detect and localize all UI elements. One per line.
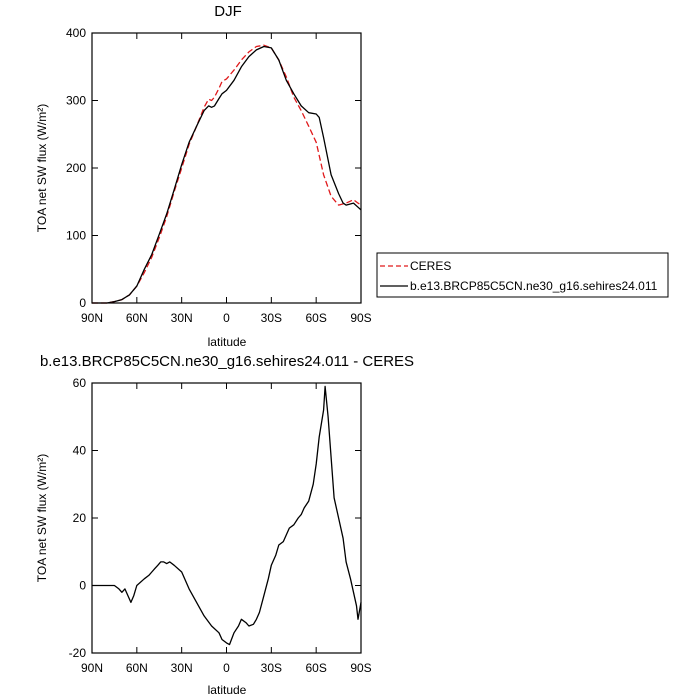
series-line-difference	[92, 385, 362, 646]
y-axis: -20 0 20 40 60	[69, 376, 361, 660]
x-tick-label: 60S	[305, 311, 326, 325]
x-tick-label: 90S	[350, 661, 371, 675]
chart-panel-difference: b.e13.BRCP85C5CN.ne30_g16.sehires24.011 …	[35, 353, 414, 697]
x-tick-label: 0	[223, 661, 230, 675]
series-line-model	[92, 45, 362, 304]
chart-panel-djf: DJF 0 100 200 300 400 90N 60N 30N 0 30S 60S 90S la…	[35, 3, 669, 349]
x-tick-label: 60S	[305, 661, 326, 675]
y-tick-label: 200	[66, 161, 86, 175]
y-axis-label: TOA net SW flux (W/m²)	[35, 104, 49, 232]
x-axis-label: latitude	[208, 335, 247, 349]
y-tick-label: 60	[73, 376, 87, 390]
legend-label-model: b.e13.BRCP85C5CN.ne30_g16.sehires24.011	[410, 279, 658, 293]
y-tick-label: 300	[66, 94, 86, 108]
chart-title: DJF	[214, 3, 242, 20]
x-tick-label: 90N	[81, 311, 103, 325]
x-tick-label: 60N	[126, 661, 148, 675]
x-axis: 90N 60N 30N 0 30S 60S 90S	[81, 33, 372, 325]
y-tick-label: -20	[69, 646, 87, 660]
x-tick-label: 30S	[261, 311, 282, 325]
x-tick-label: 0	[223, 311, 230, 325]
legend: CERES b.e13.BRCP85C5CN.ne30_g16.sehires2…	[376, 252, 669, 298]
chart-title: b.e13.BRCP85C5CN.ne30_g16.sehires24.011 …	[40, 353, 414, 370]
x-tick-label: 90N	[81, 661, 103, 675]
legend-label-ceres: CERES	[410, 259, 451, 273]
legend-box	[376, 252, 669, 298]
plot-frame	[91, 32, 362, 304]
x-tick-label: 30S	[261, 661, 282, 675]
x-tick-label: 60N	[126, 311, 148, 325]
y-axis-label: TOA net SW flux (W/m²)	[35, 454, 49, 582]
x-tick-label: 30N	[171, 661, 193, 675]
series-layer	[92, 385, 362, 646]
y-tick-label: 0	[79, 579, 86, 593]
x-tick-label: 30N	[171, 311, 193, 325]
y-tick-label: 100	[66, 229, 86, 243]
y-tick-label: 0	[79, 296, 86, 310]
x-axis: 90N 60N 30N 0 30S 60S 90S	[81, 383, 372, 675]
series-line-ceres	[92, 44, 362, 304]
x-tick-label: 90S	[350, 311, 371, 325]
plot-frame	[91, 382, 362, 654]
x-axis-label: latitude	[208, 683, 247, 697]
y-tick-label: 400	[66, 26, 86, 40]
y-tick-label: 40	[73, 444, 87, 458]
y-tick-label: 20	[73, 511, 87, 525]
series-layer	[92, 44, 362, 304]
y-axis: 0 100 200 300 400	[66, 26, 361, 310]
